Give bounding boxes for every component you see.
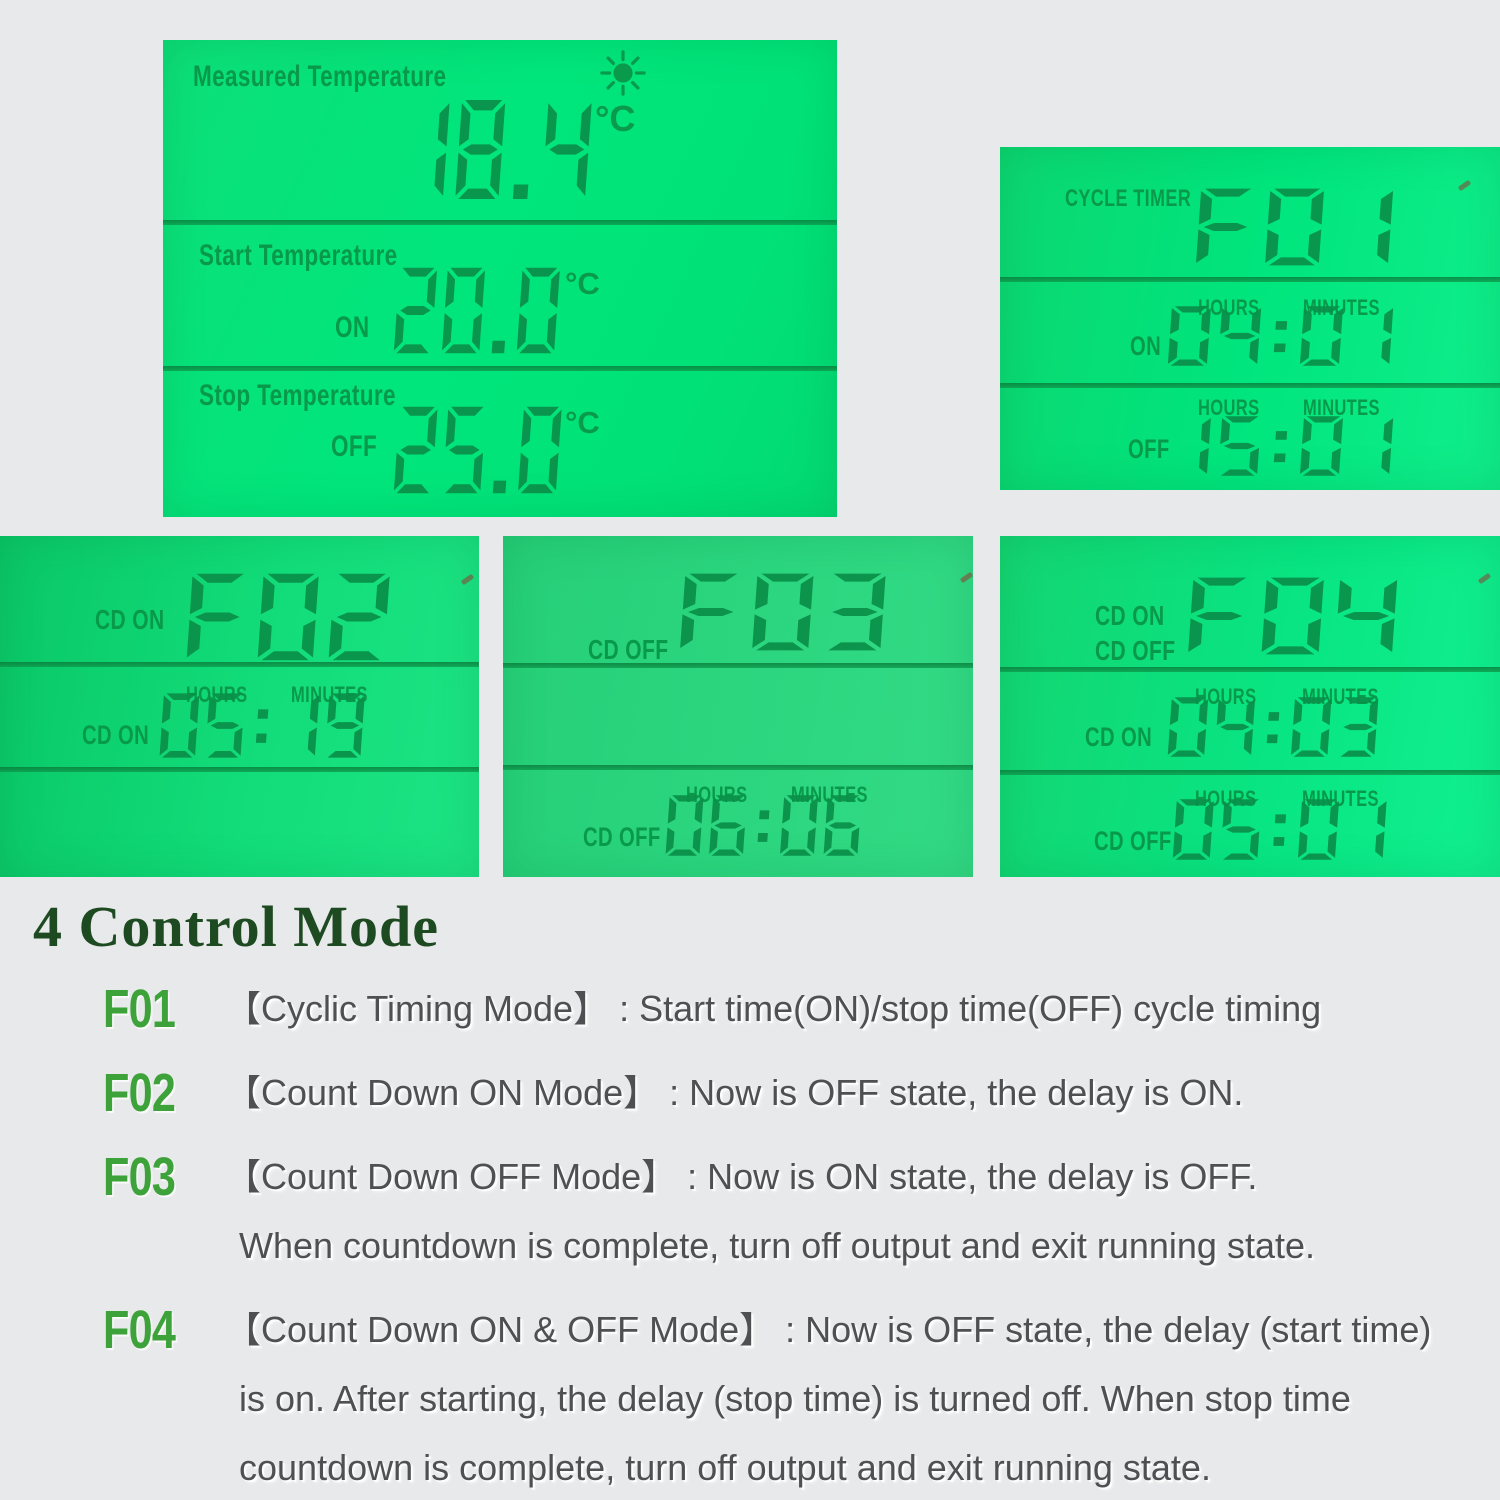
on-state-label: ON — [1130, 331, 1162, 361]
hours-label: HOURS — [1198, 395, 1260, 420]
divider — [163, 220, 837, 225]
watermark-mark — [959, 571, 973, 584]
mode-code-label: F01 — [103, 979, 176, 1039]
measured-temperature-value — [397, 98, 594, 201]
minutes-label: MINUTES — [1302, 684, 1379, 709]
cd-off-time-value — [1171, 798, 1389, 861]
lcd-countdown-off-screen: CD OFF HOURS MINUTES CD OFF — [503, 536, 973, 877]
divider — [503, 663, 973, 668]
minutes-label: MINUTES — [1302, 786, 1379, 811]
mode-description-line: countdown is complete, turn off output a… — [239, 1447, 1211, 1488]
mode-description: 【Count Down ON & OFF Mode】 : Now is OFF … — [225, 1303, 1431, 1486]
divider — [1000, 770, 1500, 775]
cd-off-label: CD OFF — [588, 634, 669, 665]
off-state-label: OFF — [1128, 434, 1170, 464]
mode-description-line: is on. After starting, the delay (stop t… — [239, 1378, 1351, 1419]
stop-temperature-state: OFF — [331, 430, 378, 463]
on-time-value — [1166, 305, 1395, 367]
mode-description-line: 【Count Down ON Mode】 : Now is OFF state,… — [225, 1072, 1244, 1113]
cd-on-time-value — [158, 692, 367, 759]
cd-off-state-label: CD OFF — [583, 822, 661, 852]
minutes-label: MINUTES — [1303, 395, 1380, 420]
mode-code-label: F03 — [103, 1147, 176, 1207]
start-temperature-label: Start Temperature — [199, 239, 398, 272]
mode-description-line: When countdown is complete, turn off out… — [239, 1225, 1315, 1266]
start-temperature-unit: °C — [565, 266, 600, 301]
stop-temperature-value — [392, 405, 564, 495]
mode-code-f01 — [1193, 187, 1396, 267]
cycle-timer-label: CYCLE TIMER — [1065, 185, 1192, 212]
cd-off-label: CD OFF — [1095, 635, 1176, 666]
mode-item-f02: F02 【Count Down ON Mode】 : Now is OFF st… — [103, 1066, 1243, 1120]
divider — [503, 765, 973, 770]
lcd-temperature-screen: Measured Temperature °C Start Temperatur… — [163, 40, 837, 517]
start-temperature-state: ON — [335, 311, 370, 344]
watermark-mark — [1477, 572, 1492, 585]
mode-description: 【Cyclic Timing Mode】 : Start time(ON)/st… — [225, 982, 1321, 1027]
cd-off-state-label: CD OFF — [1094, 826, 1172, 856]
cd-on-state-label: CD ON — [82, 720, 150, 750]
lcd-countdown-on-screen: CD ON HOURS MINUTES CD ON — [0, 536, 479, 877]
start-temperature-value — [392, 266, 562, 355]
watermark-mark — [1457, 179, 1472, 192]
mode-code-label: F02 — [103, 1063, 176, 1123]
lcd-cycle-timer-screen: CYCLE TIMER HOURS MINUTES ON HOURS MINUT… — [1000, 147, 1500, 490]
divider — [1000, 383, 1500, 388]
divider — [163, 366, 837, 371]
sun-icon — [600, 50, 646, 96]
mode-code-f04 — [1185, 576, 1400, 656]
cd-on-label: CD ON — [95, 604, 165, 635]
divider — [1000, 667, 1500, 672]
mode-description: 【Count Down ON Mode】 : Now is OFF state,… — [225, 1066, 1243, 1111]
mode-item-f04: F04 【Count Down ON & OFF Mode】 : Now is … — [103, 1303, 1431, 1486]
mode-code-f03 — [677, 572, 888, 652]
mode-item-f01: F01 【Cyclic Timing Mode】 : Start time(ON… — [103, 982, 1321, 1036]
mode-description-line: 【Count Down OFF Mode】 : Now is ON state,… — [225, 1156, 1258, 1197]
off-time-value — [1166, 415, 1395, 477]
lcd-countdown-on-off-screen: CD ON CD OFF HOURS MINUTES CD ON HOURS M… — [1000, 536, 1500, 877]
divider — [0, 662, 479, 667]
mode-code-label: F04 — [103, 1300, 176, 1360]
mode-item-f03: F03 【Count Down OFF Mode】 : Now is ON st… — [103, 1150, 1315, 1264]
cd-on-state-label: CD ON — [1085, 722, 1153, 752]
stop-temperature-unit: °C — [565, 405, 600, 440]
divider — [1000, 277, 1500, 282]
mode-description-line: 【Cyclic Timing Mode】 : Start time(ON)/st… — [225, 988, 1322, 1029]
divider — [0, 767, 479, 772]
mode-code-f02 — [184, 572, 393, 662]
mode-description: 【Count Down OFF Mode】 : Now is ON state,… — [225, 1150, 1315, 1264]
measured-temperature-label: Measured Temperature — [193, 60, 447, 93]
control-mode-title: 4 Control Mode — [33, 894, 440, 959]
mode-description-line: 【Count Down ON & OFF Mode】 : Now is OFF … — [225, 1309, 1432, 1350]
measured-temperature-unit: °C — [595, 98, 636, 139]
cd-on-time-value — [1166, 696, 1380, 758]
stop-temperature-label: Stop Temperature — [199, 379, 396, 412]
watermark-mark — [460, 573, 475, 586]
cd-off-time-value — [664, 794, 863, 857]
cd-on-label: CD ON — [1095, 600, 1165, 631]
